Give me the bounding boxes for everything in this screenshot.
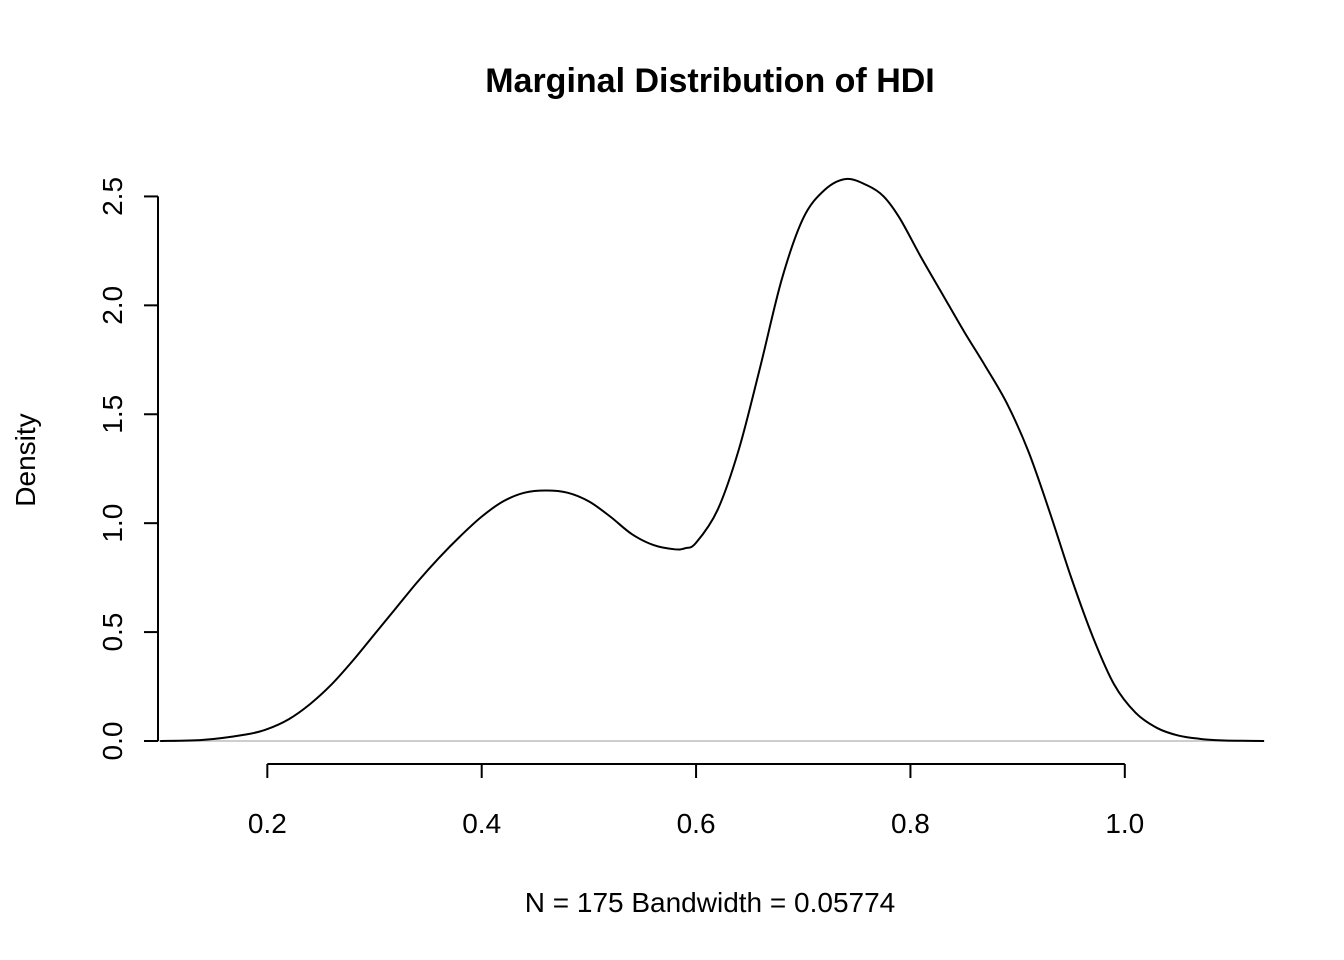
- x-tick-label: 0.8: [891, 808, 930, 839]
- y-tick-label: 2.0: [97, 286, 128, 325]
- x-axis-label: N = 175 Bandwidth = 0.05774: [525, 887, 896, 918]
- y-tick-label: 0.5: [97, 613, 128, 652]
- y-tick-label: 1.5: [97, 395, 128, 434]
- y-tick-label: 1.0: [97, 504, 128, 543]
- x-tick-label: 0.6: [677, 808, 716, 839]
- x-axis: 0.2 0.4 0.6 0.8 1.0: [248, 763, 1144, 839]
- density-line: [160, 177, 1265, 742]
- y-axis: 0.0 0.5 1.0 1.5 2.0 2.5: [97, 177, 159, 761]
- chart-title: Marginal Distribution of HDI: [485, 62, 935, 100]
- y-tick-label: 2.5: [97, 177, 128, 216]
- plot-area: [158, 177, 1265, 742]
- y-axis-label: Density: [10, 413, 41, 506]
- x-ticks: 0.2 0.4 0.6 0.8 1.0: [248, 764, 1144, 839]
- x-tick-label: 0.2: [248, 808, 287, 839]
- y-tick-label: 0.0: [97, 722, 128, 761]
- y-ticks: 0.0 0.5 1.0 1.5 2.0 2.5: [97, 177, 158, 761]
- x-tick-label: 1.0: [1105, 808, 1144, 839]
- x-tick-label: 0.4: [462, 808, 501, 839]
